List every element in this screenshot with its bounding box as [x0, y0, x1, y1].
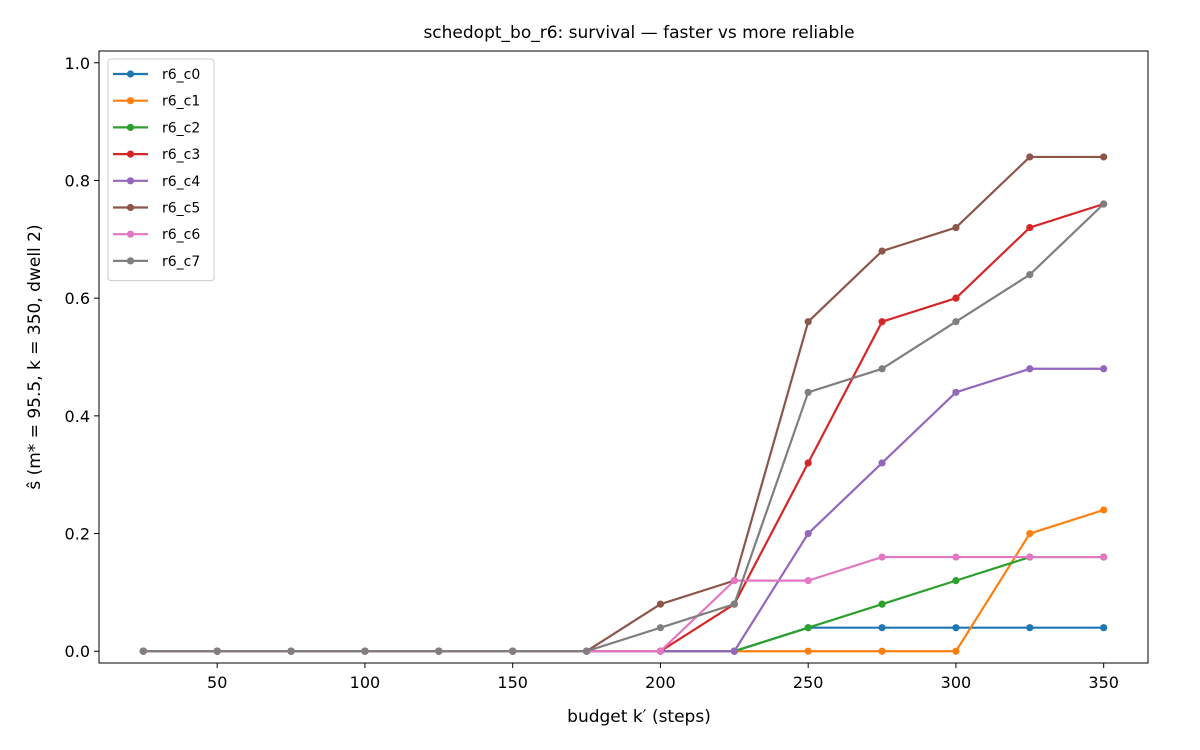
x-tick-label: 150	[497, 673, 528, 692]
data-point-r6_c1	[1100, 506, 1108, 514]
data-point-r6_c4	[1100, 365, 1108, 373]
data-point-r6_c3	[952, 294, 960, 302]
data-point-r6_c0	[952, 624, 960, 632]
data-point-r6_c7	[435, 647, 443, 655]
data-point-r6_c2	[952, 577, 960, 585]
x-axis-label: budget k′ (steps)	[567, 707, 711, 727]
data-point-r6_c7	[213, 647, 221, 655]
data-point-r6_c4	[1026, 365, 1034, 373]
legend-label: r6_c1	[162, 94, 200, 110]
data-point-r6_c6	[804, 577, 812, 585]
legend-label: r6_c0	[162, 67, 200, 83]
series-line-r6_c2	[143, 555, 1104, 653]
data-point-r6_c7	[656, 624, 665, 632]
data-point-r6_c7	[952, 318, 960, 326]
legend-box	[107, 58, 215, 282]
legend-label: r6_c3	[162, 147, 200, 163]
data-point-r6_c4	[952, 388, 960, 396]
legend-swatch-marker	[126, 70, 135, 78]
data-point-r6_c6	[1100, 553, 1108, 561]
data-point-r6_c5	[952, 223, 960, 232]
data-point-r6_c2	[878, 600, 886, 608]
data-point-r6_c7	[509, 647, 517, 655]
data-point-r6_c7	[1100, 200, 1108, 208]
x-tick-label: 250	[793, 673, 824, 692]
y-axis-label: ŝ (m* = 95.5, k = 350, dwell 2)	[25, 224, 45, 489]
data-point-r6_c1	[878, 647, 886, 655]
data-point-r6_c7	[878, 365, 886, 373]
data-point-r6_c4	[730, 647, 738, 655]
legend-swatch-marker	[126, 203, 135, 212]
legend-label: r6_c2	[162, 120, 200, 136]
data-point-r6_c7	[287, 647, 295, 655]
data-point-r6_c7	[139, 647, 147, 655]
x-tick-label: 50	[207, 673, 227, 692]
legend-swatch-marker	[126, 97, 135, 105]
data-point-r6_c4	[878, 459, 886, 467]
legend-label: r6_c4	[162, 174, 200, 190]
data-point-r6_c5	[1100, 153, 1108, 161]
data-point-r6_c3	[1026, 223, 1034, 232]
data-point-r6_c0	[1026, 624, 1034, 632]
series-line-r6_c5	[143, 155, 1104, 653]
y-tick-label: 0.6	[65, 289, 90, 308]
legend-swatch-marker	[126, 150, 135, 158]
axes-frame	[98, 50, 1149, 664]
x-tick-label: 100	[350, 673, 381, 692]
y-tick-label: 0.0	[65, 642, 90, 661]
data-point-r6_c6	[878, 553, 886, 561]
x-tick-label: 300	[941, 673, 972, 692]
data-point-r6_c5	[878, 247, 886, 255]
data-point-r6_c7	[804, 388, 812, 396]
legend-label: r6_c5	[162, 201, 200, 217]
series-line-r6_c1	[143, 508, 1105, 653]
data-point-r6_c2	[804, 624, 812, 632]
series-line-r6_c4	[143, 367, 1104, 653]
data-point-r6_c7	[582, 647, 591, 655]
data-point-r6_c1	[804, 647, 812, 655]
data-point-r6_c6	[656, 647, 665, 655]
series-line-r6_c7	[143, 203, 1105, 653]
y-tick-label: 0.2	[65, 525, 90, 544]
x-tick-label: 350	[1088, 673, 1119, 692]
data-point-r6_c1	[1026, 529, 1034, 538]
legend-label: r6_c7	[162, 254, 200, 270]
data-point-r6_c6	[730, 577, 738, 585]
x-tick-label: 200	[645, 673, 676, 692]
legend-swatch-marker	[126, 123, 135, 131]
data-point-r6_c7	[1026, 271, 1034, 279]
data-point-r6_c1	[952, 647, 960, 655]
legend-swatch-marker	[126, 257, 135, 265]
y-tick-label: 0.4	[65, 407, 90, 426]
data-point-r6_c5	[656, 600, 665, 608]
data-point-r6_c0	[1100, 624, 1108, 632]
data-point-r6_c0	[878, 624, 886, 632]
data-point-r6_c3	[804, 459, 812, 467]
data-point-r6_c5	[804, 318, 812, 326]
y-tick-label: 0.8	[65, 171, 90, 190]
plot-area: 50 100 150 200 250 300 350 0.0 0.2 0.4 0.6 0.8 1.0 r6…	[65, 50, 1149, 692]
data-point-r6_c5	[1026, 153, 1034, 161]
series-line-r6_c3	[143, 202, 1105, 653]
data-point-r6_c7	[361, 647, 369, 655]
chart-title: schedopt_bo_r6: survival — faster vs mor…	[423, 23, 854, 43]
data-point-r6_c7	[730, 600, 738, 608]
legend-swatch-marker	[126, 177, 135, 185]
legend-swatch-marker	[126, 230, 135, 238]
series-line-r6_c6	[143, 555, 1104, 653]
y-tick-label: 1.0	[65, 54, 90, 73]
data-point-r6_c4	[804, 529, 812, 538]
data-point-r6_c6	[952, 553, 960, 561]
data-point-r6_c3	[878, 318, 886, 326]
legend-label: r6_c6	[162, 227, 200, 243]
data-point-r6_c6	[1026, 553, 1034, 561]
